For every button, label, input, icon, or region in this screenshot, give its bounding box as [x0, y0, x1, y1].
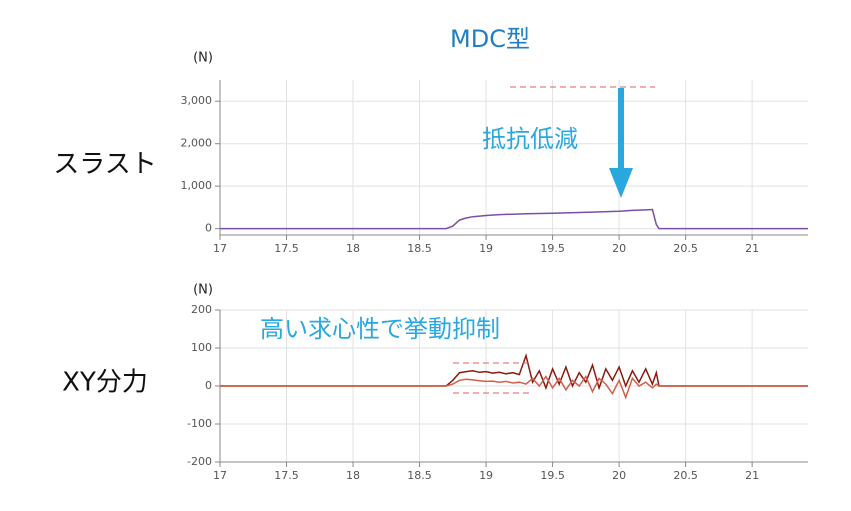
y-tick-label: 2,000 [181, 137, 213, 150]
page-title: MDC型 [450, 25, 530, 53]
y-tick-label: -200 [187, 455, 212, 468]
chart: スラスト (N) 17 17.5 18 18.5 19 19.5 20 20.5 21 0 1,000 2… [53, 51, 808, 255]
x-tick-label: 18 [346, 242, 360, 255]
y-tick-label: 100 [191, 341, 212, 354]
axis-unit: (N) [193, 283, 213, 298]
annotation: 高い求心性で挙動抑制 [260, 315, 500, 343]
x-tick-label: 21 [745, 469, 759, 482]
y-tick-label: 1,000 [181, 179, 213, 192]
x-tick-label: 19.5 [540, 242, 565, 255]
x-tick-label: 17.5 [274, 469, 299, 482]
x-tick-label: 17.5 [274, 242, 299, 255]
data-line [220, 208, 808, 230]
x-tick-label: 20.5 [673, 242, 698, 255]
x-tick-label: 20 [612, 242, 626, 255]
chart-label: XY分力 [62, 368, 148, 398]
x-tick-label: 20 [612, 469, 626, 482]
y-tick-label: 3,000 [181, 94, 213, 107]
x-tick-label: 18.5 [407, 242, 432, 255]
x-tick-label: 20.5 [673, 469, 698, 482]
y-tick-label: 0 [205, 222, 212, 235]
x-tick-label: 21 [745, 242, 759, 255]
data-line [220, 374, 808, 400]
y-tick-label: 0 [205, 379, 212, 392]
x-tick-label: 17 [213, 242, 227, 255]
x-tick-label: 19 [479, 242, 493, 255]
x-tick-label: 19 [479, 469, 493, 482]
annotation: 抵抗低減 [482, 125, 578, 153]
chart-label: スラスト [53, 150, 156, 180]
x-tick-label: 18.5 [407, 469, 432, 482]
x-tick-label: 18 [346, 469, 360, 482]
x-tick-label: 17 [213, 469, 227, 482]
y-tick-label: -100 [187, 417, 212, 430]
chart: XY分力 (N) 17 17.5 18 18.5 19 19.5 20 20.5 21 -200 -10… [62, 283, 808, 482]
data-line [220, 352, 808, 391]
reference-marks [453, 86, 655, 394]
axis-unit: (N) [193, 51, 213, 66]
y-tick-label: 200 [191, 303, 212, 316]
x-tick-label: 19.5 [540, 469, 565, 482]
arrow-head [609, 168, 633, 198]
